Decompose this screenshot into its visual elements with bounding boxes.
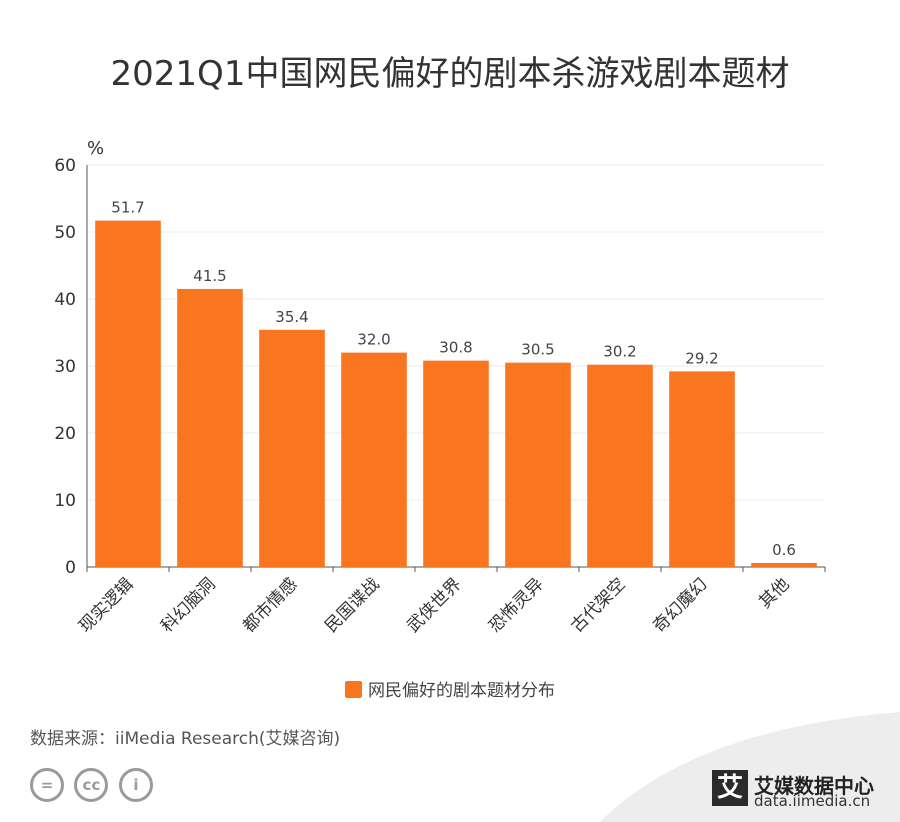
cc-icon: cc [74,768,109,802]
data-label: 51.7 [111,199,144,217]
data-label: 41.5 [193,267,226,285]
y-tick-label: 10 [54,491,76,511]
x-tick-label: 古代架空 [567,574,629,636]
y-tick-label: 40 [54,290,76,310]
bar [505,362,571,567]
data-label: 30.8 [439,339,472,357]
person-icon: i [118,768,153,802]
y-tick-labels: 0 10 20 30 40 50 60 [54,156,76,578]
x-tick-labels: 现实逻辑 科幻脑洞 都市情感 民国谍战 武侠世界 恐怖灵异 古代架空 奇幻魔幻 其他 [75,574,793,636]
legend-label: 网民偏好的剧本题材分布 [368,681,555,701]
y-tick-label: 60 [54,156,76,176]
bar [669,371,735,567]
x-tick-label: 其他 [755,574,793,612]
brand-name: 艾媒数据中心 [754,774,874,798]
x-tick-label: 科幻脑洞 [157,574,219,636]
data-label: 0.6 [772,541,796,559]
bars [95,220,817,568]
y-tick-label: 20 [54,424,76,444]
y-tick-label: 50 [54,223,76,243]
bar [177,288,243,567]
x-tick-label: 都市情感 [239,574,301,636]
bar-chart: 51.7 41.5 35.4 32.0 30.8 30.5 30.2 29.2 0.6 现实逻辑… [54,138,826,637]
legend-swatch [345,681,362,698]
y-tick-label: 30 [54,357,76,377]
bar [751,562,817,567]
data-label: 29.2 [685,349,718,367]
bar [341,352,407,567]
equals-icon: = [30,768,64,802]
bar [423,360,489,567]
data-label: 30.5 [521,341,554,359]
bar [95,220,161,568]
brand-band [600,712,900,822]
bar [259,329,325,567]
brand-mark-icon: 艾 [712,770,748,806]
x-tick-label: 武侠世界 [403,574,465,636]
data-label: 35.4 [275,308,308,326]
x-tick-label: 恐怖灵异 [485,574,547,636]
data-label: 32.0 [357,331,390,349]
data-labels: 51.7 41.5 35.4 32.0 30.8 30.5 30.2 29.2 0.6 [111,199,796,559]
brand-logo: 艾 艾媒数据中心 [712,770,892,814]
x-tick-label: 民国谍战 [321,574,383,636]
data-label: 30.2 [603,343,636,361]
chart-title: 2021Q1中国网民偏好的剧本杀游戏剧本题材 [110,54,790,94]
brand-url: data.iimedia.cn [754,792,871,810]
y-axis-unit-label: % [87,138,104,159]
license-icons: = cc i [30,768,159,802]
x-tick-label: 奇幻魔幻 [649,574,711,636]
bar [587,364,653,567]
x-tick-label: 现实逻辑 [75,574,137,636]
legend: 网民偏好的剧本题材分布 [0,676,900,701]
y-tick-label: 0 [65,558,76,578]
source-note: 数据来源：iiMedia Research(艾媒咨询) [30,729,341,749]
